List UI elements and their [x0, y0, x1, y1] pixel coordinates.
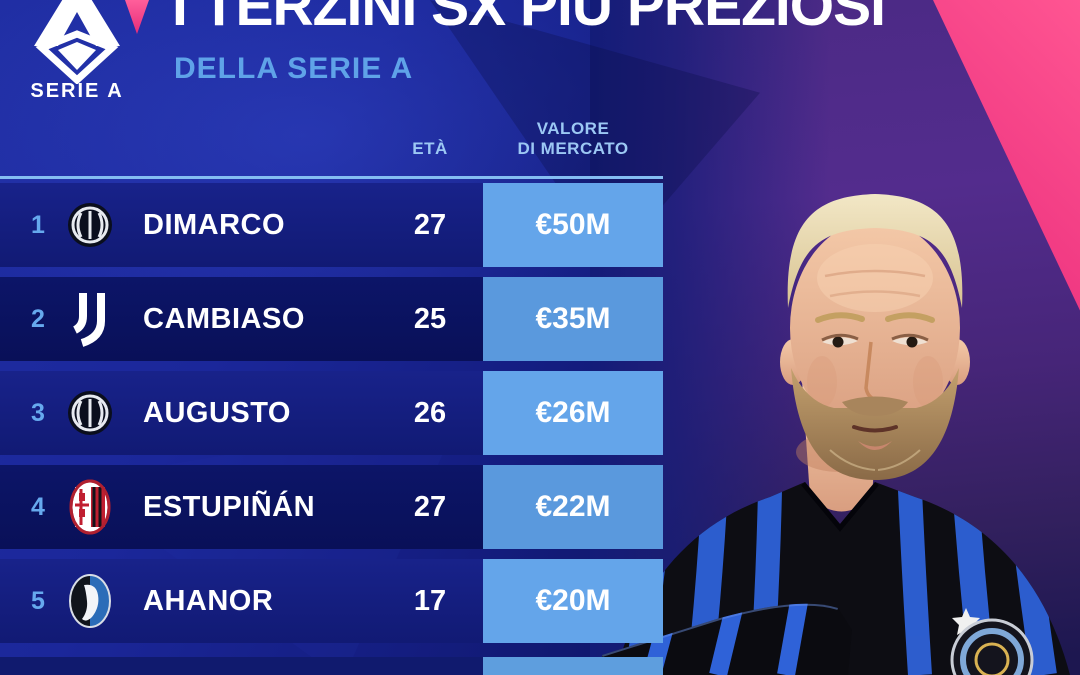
- rank-label: 4: [31, 492, 45, 521]
- table-top-accent-line: [0, 176, 663, 179]
- page-subtitle: DELLA SERIE A: [174, 52, 414, 85]
- market-value-cell: €20M: [483, 559, 663, 643]
- market-value: €22M: [535, 490, 611, 523]
- player-photo-dimarco: [602, 194, 1070, 675]
- rank-label: 1: [31, 210, 45, 239]
- club-logo-inter: [64, 195, 116, 255]
- market-value: €35M: [535, 302, 611, 335]
- column-header-market-value: VALORE DI MERCATO: [483, 119, 663, 159]
- market-value: €26M: [535, 396, 611, 429]
- serie-a-logo: [34, 0, 120, 84]
- player-hair: [787, 194, 963, 308]
- rank-label: 2: [31, 304, 45, 333]
- market-value-cell: €22M: [483, 465, 663, 549]
- player-age: 17: [413, 584, 447, 617]
- table-row: 4 ESTUPIÑÁN 27: [0, 465, 483, 549]
- column-header-value-line2: DI MERCATO: [517, 139, 629, 158]
- player-age: 27: [413, 490, 447, 523]
- player-name: AUGUSTO: [143, 396, 291, 429]
- rank-label: 3: [31, 398, 45, 427]
- column-header-age: ETÀ: [412, 139, 448, 158]
- table-row: 3 AUGUSTO 26: [0, 371, 483, 455]
- table-row: 1 DIMARCO 27: [0, 183, 483, 267]
- serie-a-logo-label: SERIE A: [30, 80, 124, 102]
- rank-label: 5: [31, 586, 45, 615]
- market-value-cell: €35M: [483, 277, 663, 361]
- player-age: 26: [413, 396, 447, 429]
- market-value-cell-partial: [483, 657, 663, 675]
- table-row-partial: [0, 657, 483, 675]
- table-row: 2 CAMBIASO 25: [0, 277, 483, 361]
- player-name: AHANOR: [143, 584, 274, 617]
- page-title: I TERZINI SX PIÙ PREZIOSI: [172, 0, 886, 38]
- table-row: 5 AHANOR 17: [0, 559, 483, 643]
- player-age: 25: [413, 302, 447, 335]
- market-value-cell: €26M: [483, 371, 663, 455]
- column-header-value-line1: VALORE: [536, 119, 610, 138]
- player-name: ESTUPIÑÁN: [143, 490, 316, 523]
- jersey-inter-badge: [950, 608, 1034, 675]
- club-logo-juventus: [64, 289, 116, 349]
- club-logo-milan: [64, 477, 116, 537]
- player-name: CAMBIASO: [143, 302, 305, 335]
- market-value-cell: €50M: [483, 183, 663, 267]
- club-logo-atalanta: [64, 571, 116, 631]
- club-logo-inter: [64, 383, 116, 443]
- player-head: [780, 194, 970, 480]
- market-value: €20M: [535, 584, 611, 617]
- player-age: 27: [413, 208, 447, 241]
- market-value: €50M: [535, 208, 611, 241]
- player-name: DIMARCO: [143, 208, 286, 241]
